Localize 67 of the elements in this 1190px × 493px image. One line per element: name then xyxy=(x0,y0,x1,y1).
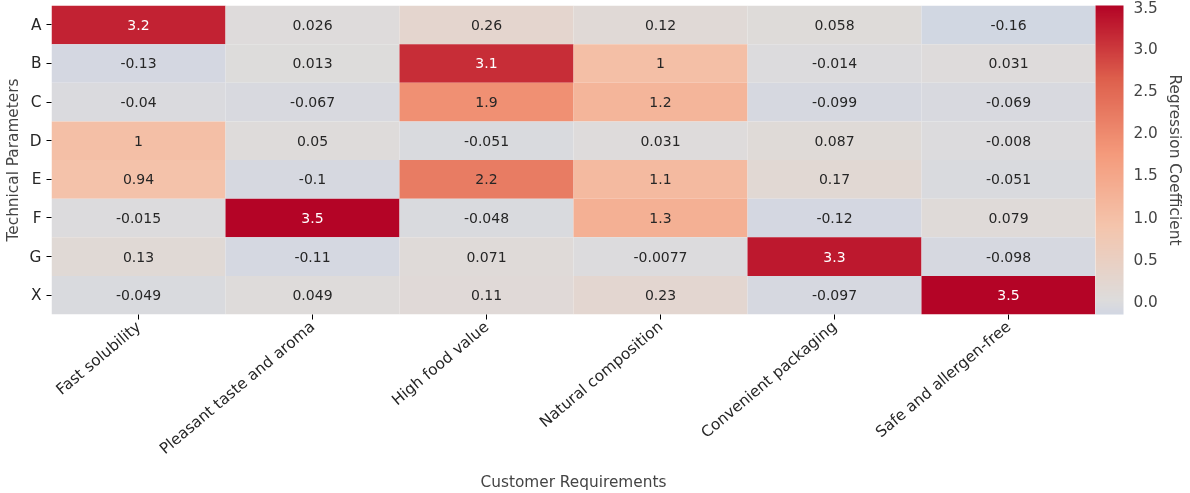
data-label: 1 xyxy=(134,132,143,149)
data-label: 0.26 xyxy=(470,16,503,33)
data-label: 0.049 xyxy=(292,287,333,304)
y-axis-title: Technical Parameters xyxy=(3,78,22,243)
data-label: 2.2 xyxy=(475,171,498,188)
data-label: -0.098 xyxy=(985,248,1032,265)
data-label: 0.031 xyxy=(640,132,681,149)
data-label: 0.13 xyxy=(122,248,155,265)
data-label: -0.12 xyxy=(816,209,853,226)
data-label: 3.1 xyxy=(475,55,498,72)
data-label: 1.9 xyxy=(475,94,498,111)
data-label: 3.3 xyxy=(823,248,846,265)
y-tick-label: D xyxy=(29,131,42,150)
data-label: -0.048 xyxy=(463,209,510,226)
data-label: 0.079 xyxy=(988,209,1029,226)
color-bar-label: 2.5 xyxy=(1133,81,1158,100)
x-axis-title: Customer Requirements xyxy=(480,472,667,491)
color-bar-title: Regression Coefficient xyxy=(1165,74,1184,246)
data-label: -0.11 xyxy=(294,248,331,265)
data-label: -0.099 xyxy=(811,94,858,111)
data-label: -0.008 xyxy=(985,132,1032,149)
data-label: -0.16 xyxy=(990,16,1027,33)
color-bar-label: 2.0 xyxy=(1133,124,1158,143)
data-label: 0.087 xyxy=(814,132,855,149)
data-label: 0.23 xyxy=(644,287,677,304)
data-label: -0.1 xyxy=(298,171,327,188)
data-label: 3.5 xyxy=(301,209,324,226)
y-tick-label: C xyxy=(30,93,42,112)
y-tick-label: A xyxy=(31,15,43,34)
data-label: 3.5 xyxy=(997,287,1020,304)
data-label: 1.2 xyxy=(649,94,672,111)
data-label: 0.058 xyxy=(814,16,855,33)
data-label: -0.067 xyxy=(289,94,336,111)
data-label: -0.049 xyxy=(115,287,162,304)
data-label: 0.11 xyxy=(470,287,503,304)
data-label: -0.097 xyxy=(811,287,858,304)
data-label: -0.04 xyxy=(120,94,157,111)
color-bar-label: 1.5 xyxy=(1133,166,1158,185)
color-bar-label: 3.5 xyxy=(1133,0,1158,17)
data-label: 1.3 xyxy=(649,209,672,226)
data-label: -0.051 xyxy=(985,171,1032,188)
data-label: -0.014 xyxy=(811,55,858,72)
color-bar-label: 0.5 xyxy=(1133,250,1158,269)
data-label: -0.13 xyxy=(120,55,157,72)
data-label: -0.051 xyxy=(463,132,510,149)
data-label: -0.0077 xyxy=(633,248,688,265)
y-tick-label: E xyxy=(31,170,42,189)
data-label: 1.1 xyxy=(649,171,672,188)
y-tick-label: B xyxy=(30,54,42,73)
color-bar-label: 1.0 xyxy=(1133,208,1158,227)
data-label: 0.94 xyxy=(122,171,155,188)
data-label: 0.026 xyxy=(292,16,333,33)
data-label: 0.013 xyxy=(292,55,333,72)
y-tick-label: G xyxy=(29,247,42,266)
data-label: 0.071 xyxy=(466,248,507,265)
y-tick-label: X xyxy=(31,286,42,305)
data-label: 0.12 xyxy=(644,16,677,33)
data-label: 3.2 xyxy=(127,16,150,33)
color-bar-label: 0.0 xyxy=(1133,292,1158,311)
color-bar-label: 3.0 xyxy=(1133,39,1158,58)
data-label: 0.031 xyxy=(988,55,1029,72)
data-label: 0.05 xyxy=(296,132,329,149)
data-label: -0.015 xyxy=(115,209,162,226)
data-label: -0.069 xyxy=(985,94,1032,111)
data-label: 0.17 xyxy=(818,171,851,188)
data-label: 1 xyxy=(656,55,665,72)
y-tick-label: F xyxy=(32,208,42,227)
